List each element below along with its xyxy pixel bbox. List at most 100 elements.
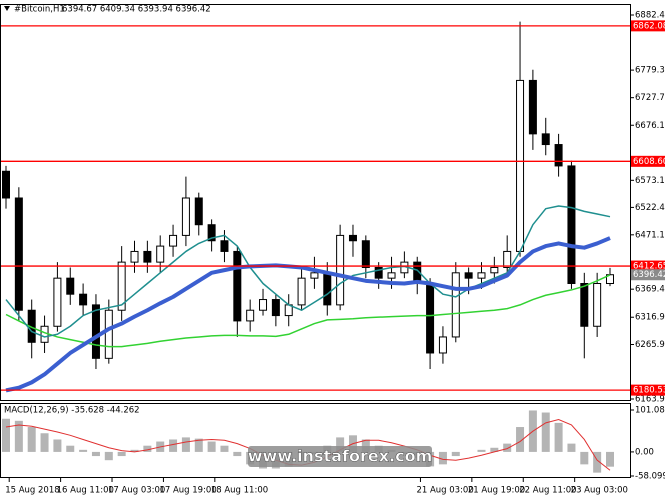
level-label-bg bbox=[631, 260, 665, 272]
candle-body bbox=[220, 240, 229, 252]
macd-panel bbox=[0, 403, 631, 478]
macd-bar bbox=[91, 451, 100, 457]
x-tick-label: 21 Aug 03:00 bbox=[416, 486, 473, 496]
ohlc-text: 6394.67 6409.34 6393.94 6396.42 bbox=[62, 5, 211, 15]
candle-body bbox=[464, 272, 473, 279]
chart-title: #Bitcoin,H1 bbox=[14, 5, 65, 15]
candle-body bbox=[297, 277, 306, 306]
macd-bar bbox=[438, 451, 447, 465]
macd-bar bbox=[554, 422, 563, 452]
macd-bar bbox=[477, 449, 486, 452]
candle-body bbox=[348, 234, 357, 242]
last-price-bg bbox=[631, 269, 665, 281]
candle-body bbox=[259, 299, 268, 311]
y-tick-label: -58.099 bbox=[635, 472, 665, 482]
candle-body bbox=[271, 299, 280, 317]
macd-bar bbox=[143, 445, 152, 452]
y-tick-label: 6779.30 bbox=[635, 66, 665, 76]
macd-bar bbox=[233, 451, 242, 457]
candle-body bbox=[503, 250, 512, 268]
y-tick-label: 6727.70 bbox=[635, 93, 665, 103]
x-tick-label: 16 Aug 11:00 bbox=[57, 486, 114, 496]
macd-bar bbox=[490, 447, 499, 452]
x-tick-label: 15 Aug 2018 bbox=[5, 486, 59, 496]
candle-body bbox=[66, 277, 75, 295]
y-tick-label: 6471.10 bbox=[635, 230, 665, 240]
x-tick-label: 17 Aug 03:00 bbox=[108, 486, 165, 496]
macd-bar bbox=[2, 418, 10, 452]
candle-body bbox=[541, 133, 550, 146]
y-tick-label: 101.088 bbox=[635, 406, 665, 416]
level-label: 6608.60 bbox=[633, 157, 665, 167]
y-tick-label: 6316.90 bbox=[635, 313, 665, 323]
last-price-label: 6396.42 bbox=[633, 270, 665, 280]
candle-body bbox=[477, 272, 486, 279]
macd-bar bbox=[27, 427, 36, 452]
candle-body bbox=[593, 283, 602, 327]
y-tick-label: 6882.40 bbox=[635, 11, 665, 21]
macd-bar bbox=[66, 445, 75, 452]
candle-body bbox=[426, 283, 435, 354]
candle-body bbox=[14, 197, 23, 311]
macd-bar bbox=[336, 437, 345, 452]
y-tick-label: 6676.10 bbox=[635, 121, 665, 131]
watermark: www.instaforex.com bbox=[248, 447, 432, 466]
macd-bar bbox=[117, 451, 126, 457]
macd-bar bbox=[451, 451, 460, 457]
macd-bar bbox=[580, 451, 589, 465]
candle-body bbox=[156, 245, 165, 263]
macd-bar bbox=[593, 451, 602, 473]
candle-body bbox=[310, 272, 319, 279]
candle-body bbox=[169, 234, 178, 247]
candle-body bbox=[374, 266, 383, 279]
candle-body bbox=[323, 272, 332, 306]
level-label-bg bbox=[631, 155, 665, 167]
macd-bar bbox=[516, 427, 525, 452]
candle-body bbox=[451, 272, 460, 338]
candle-body bbox=[606, 274, 614, 285]
candle-body bbox=[516, 79, 525, 252]
y-tick-label: 6163.90 bbox=[635, 395, 665, 405]
candle-body bbox=[336, 234, 345, 306]
candle-body bbox=[104, 309, 113, 359]
macd-bar bbox=[169, 439, 178, 452]
macd-bar bbox=[79, 449, 88, 452]
candle-body bbox=[490, 266, 499, 274]
macd-bar bbox=[361, 439, 370, 452]
watermark-bg bbox=[248, 446, 432, 467]
y-tick-label: 0.00 bbox=[635, 447, 654, 457]
candle-body bbox=[2, 170, 10, 199]
macd-bar bbox=[14, 420, 23, 452]
candle-body bbox=[528, 79, 537, 135]
candle-body bbox=[130, 250, 139, 263]
macd-bar bbox=[181, 437, 190, 452]
level-label: 6180.53 bbox=[633, 386, 665, 396]
macd-bar bbox=[40, 433, 49, 452]
macd-bar bbox=[541, 412, 550, 452]
candle-body bbox=[387, 272, 396, 279]
y-tick-label: 6522.40 bbox=[635, 203, 665, 213]
candle-body bbox=[194, 197, 203, 226]
x-tick-label: 18 Aug 11:00 bbox=[211, 486, 268, 496]
level-label: 6862.08 bbox=[633, 21, 665, 31]
plot: 6882.40 6779.30 6727.70 6676.10 6573.10 6522.… bbox=[1, 11, 665, 496]
level-label: 6412.65 bbox=[633, 262, 665, 272]
x-tick-label: 23 Aug 03:00 bbox=[571, 486, 628, 496]
moving-average bbox=[5, 274, 611, 348]
x-tick-label: 17 Aug 19:00 bbox=[159, 486, 216, 496]
menu-icon bbox=[4, 6, 10, 11]
main-panel bbox=[0, 4, 631, 401]
x-tick-label: 21 Aug 19:00 bbox=[468, 486, 525, 496]
macd-bar bbox=[503, 443, 512, 452]
candle-body bbox=[246, 309, 255, 322]
x-tick-label: 22 Aug 11:00 bbox=[519, 486, 576, 496]
macd-bar bbox=[567, 443, 576, 452]
candle-body bbox=[117, 261, 126, 311]
macd-bar bbox=[194, 438, 203, 452]
candle-body bbox=[207, 224, 216, 242]
macd-bar bbox=[104, 451, 113, 461]
candle-body bbox=[361, 240, 370, 268]
macd-bar bbox=[220, 445, 229, 452]
y-tick-label: 6369.40 bbox=[635, 285, 665, 295]
